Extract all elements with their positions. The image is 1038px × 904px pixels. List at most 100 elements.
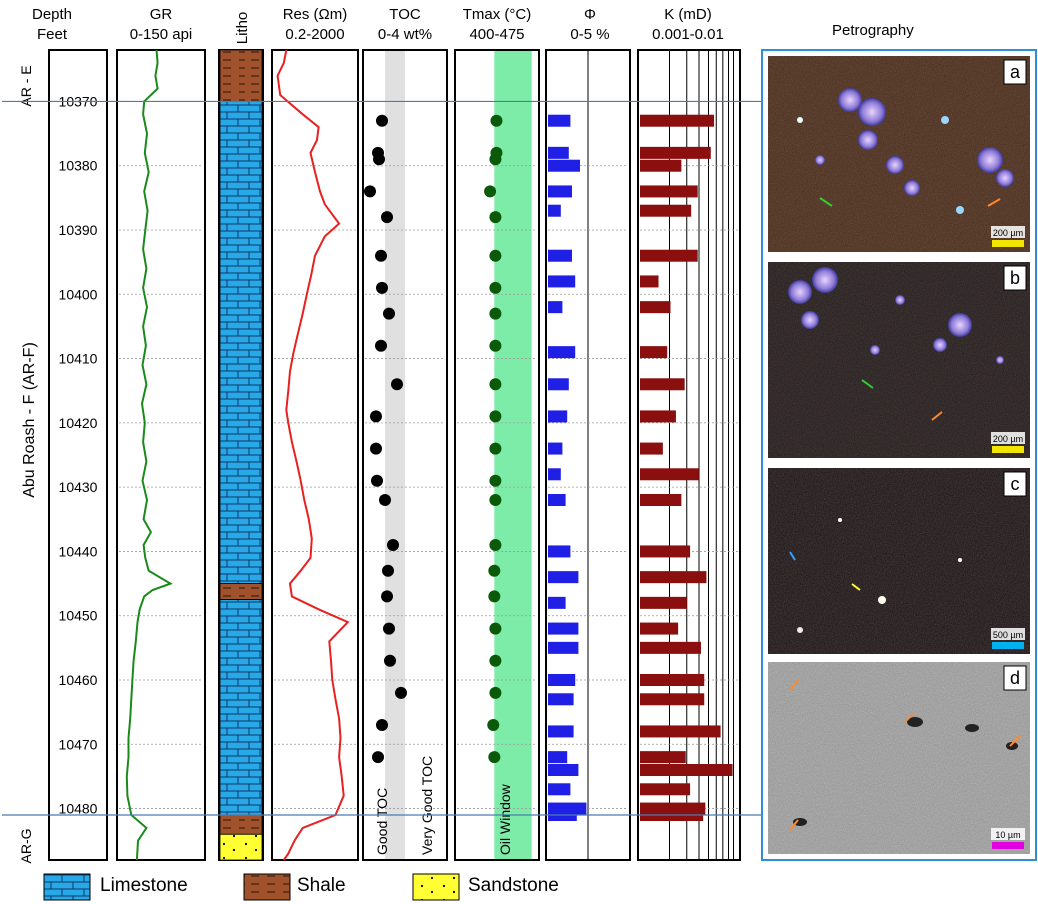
toc-zone-very-good-label: Very Good TOC — [419, 756, 435, 855]
toc-point-16 — [381, 590, 393, 603]
header-res-line1: Res (Ωm) — [283, 6, 348, 23]
res-curve — [276, 49, 350, 861]
tmax-point-17 — [489, 622, 502, 635]
header-toc-line1: TOC — [389, 6, 421, 23]
res-gridlines — [274, 101, 356, 809]
toc-zone-good-label: Good TOC — [374, 788, 390, 855]
depth-tick-10380: 10380 — [59, 158, 98, 174]
phi-bar-13 — [548, 494, 566, 506]
scale-label-bg-a — [991, 226, 1025, 238]
phi-bar-1 — [548, 146, 569, 159]
toc-point-3 — [364, 185, 376, 198]
toc-point-4 — [381, 211, 393, 224]
tmax-oil-window-zone — [494, 50, 532, 860]
tmax-point-8 — [489, 339, 502, 352]
toc-point-10 — [370, 410, 382, 423]
toc-point-17 — [383, 622, 395, 635]
litho-block-2-shale — [219, 583, 263, 601]
phi-bar-17 — [548, 622, 579, 635]
toc-point-0 — [376, 114, 388, 127]
scale-bar-c — [992, 642, 1024, 649]
tmax-point-19 — [489, 686, 502, 699]
tmax-track-frame — [454, 49, 540, 861]
tmax-point-20 — [487, 719, 500, 731]
k-gridlines — [640, 101, 738, 809]
toc-point-15 — [382, 564, 394, 577]
phi-bar-2 — [548, 159, 580, 172]
litho-block-0-shale — [219, 49, 263, 102]
tmax-point-5 — [489, 249, 502, 262]
petro-image-c — [768, 468, 1030, 654]
k-bar-1 — [640, 146, 711, 159]
petro-image-a — [768, 56, 1030, 252]
panel-letter-c: c — [1011, 474, 1020, 494]
tmax-point-11 — [489, 442, 502, 455]
toc-point-11 — [370, 442, 382, 455]
depth-track-frame — [48, 49, 108, 861]
depth-tick-10390: 10390 — [59, 222, 98, 238]
petrography-frame — [761, 49, 1037, 861]
tmax-points — [484, 114, 503, 764]
lithology-column — [219, 49, 263, 861]
tmax-point-4 — [489, 211, 502, 224]
phi-bars — [548, 114, 587, 821]
k-bar-13 — [640, 494, 682, 506]
tmax-zone-label: Oil Window — [497, 783, 513, 855]
tmax-point-6 — [489, 281, 502, 294]
depth-tick-10480: 10480 — [59, 801, 98, 817]
toc-point-12 — [371, 474, 383, 487]
tmax-point-13 — [489, 494, 502, 506]
petro-image-d — [768, 662, 1030, 854]
phi-bar-0 — [548, 114, 571, 127]
phi-bar-10 — [548, 410, 568, 423]
header-tmax-line1: Tmax (°C) — [463, 6, 532, 23]
toc-zone-band — [385, 50, 405, 860]
toc-point-20 — [376, 719, 388, 731]
phi-bar-6 — [548, 275, 576, 288]
tmax-point-12 — [489, 474, 502, 487]
gr-gridlines — [119, 101, 203, 809]
scale-bar-a — [992, 240, 1024, 247]
header-gr-line2: 0-150 api — [130, 26, 193, 43]
phi-bar-24 — [548, 783, 571, 796]
k-bar-19 — [640, 674, 705, 686]
toc-point-6 — [376, 281, 388, 294]
formation-boundaries — [2, 100, 762, 816]
phi-bar-20 — [548, 693, 574, 706]
phi-bar-19 — [548, 674, 576, 686]
petro-panel-labels: a 200 µm b 200 µm c 500 µm d 10 µm — [991, 59, 1027, 849]
tmax-point-3 — [484, 185, 497, 198]
legend-label-sandstone: Sandstone — [468, 875, 559, 896]
tmax-point-14 — [489, 539, 502, 551]
depth-tick-10450: 10450 — [59, 608, 98, 624]
track-headers: Depth Feet GR 0-150 api Litho Res (Ωm) 0… — [32, 6, 724, 44]
k-bars — [640, 114, 733, 821]
k-bar-11 — [640, 442, 663, 455]
k-bar-8 — [640, 346, 668, 359]
panel-letter-box-d — [1003, 665, 1027, 691]
phi-bar-14 — [548, 545, 571, 558]
toc-point-9 — [391, 378, 403, 391]
phi-bar-4 — [548, 204, 561, 217]
k-bar-6 — [640, 275, 659, 288]
k-bar-10 — [640, 410, 676, 423]
tmax-zone-band — [494, 50, 532, 860]
k-bar-2 — [640, 159, 682, 172]
panel-letter-a: a — [1010, 62, 1021, 82]
phi-bar-11 — [548, 442, 563, 455]
k-log-gridlines — [669, 50, 735, 860]
gr-track-frame — [116, 49, 206, 861]
k-bar-12 — [640, 468, 699, 481]
tmax-point-21 — [488, 751, 501, 764]
formation-label-middle: Abu Roash - F (AR-F) — [21, 342, 38, 498]
header-tmax-line2: 400-475 — [469, 26, 524, 43]
k-bar-16 — [640, 596, 687, 609]
toc-point-13 — [379, 494, 391, 506]
panel-letter-b: b — [1010, 268, 1020, 288]
panel-letter-box-b — [1003, 265, 1027, 291]
tmax-point-16 — [488, 590, 501, 603]
scale-label-bg-d — [991, 828, 1025, 840]
scale-label-c: 500 µm — [993, 630, 1023, 640]
res-track-frame — [271, 49, 359, 861]
